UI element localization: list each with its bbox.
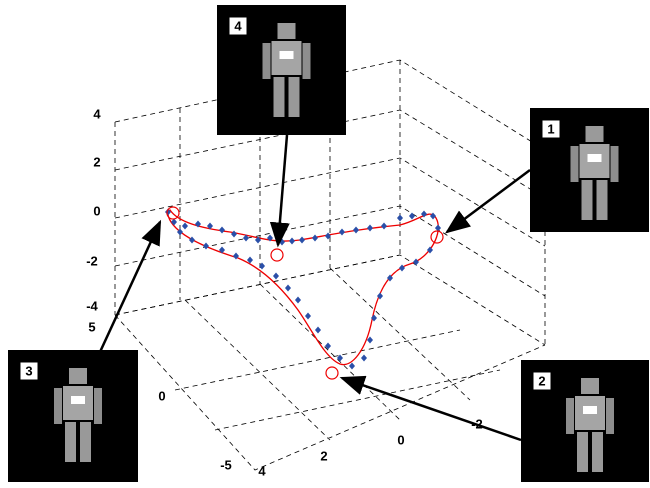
robot-head bbox=[278, 23, 296, 39]
y-tick-label: 5 bbox=[88, 319, 95, 334]
point bbox=[349, 363, 355, 370]
point bbox=[413, 259, 419, 266]
robot-arm bbox=[611, 146, 619, 182]
figure: 420-2-450-5420-2 1234 bbox=[0, 0, 650, 488]
robot-head bbox=[69, 368, 87, 384]
point bbox=[339, 229, 345, 236]
robot-leg bbox=[577, 432, 588, 472]
x-tick-label: 2 bbox=[320, 448, 327, 463]
arrow bbox=[100, 222, 160, 352]
point bbox=[171, 219, 177, 226]
robot-leg bbox=[592, 432, 603, 472]
robot-arm bbox=[263, 43, 271, 79]
point bbox=[289, 238, 295, 245]
point bbox=[231, 231, 237, 238]
point bbox=[435, 225, 441, 232]
point bbox=[361, 355, 367, 362]
arrow bbox=[278, 135, 287, 245]
robot-arm bbox=[566, 398, 574, 434]
robot-head bbox=[581, 378, 599, 394]
point bbox=[430, 213, 436, 220]
z-tick-label: 4 bbox=[93, 106, 101, 121]
z-tick-label: -4 bbox=[86, 298, 98, 313]
robot-leg bbox=[597, 180, 608, 220]
robot-arm bbox=[571, 146, 579, 182]
point bbox=[312, 235, 318, 242]
robot-panels: 1 2 3 4 bbox=[8, 5, 649, 482]
arrow bbox=[447, 170, 530, 232]
robot-leg bbox=[274, 77, 285, 117]
robot-chest bbox=[583, 406, 597, 414]
point bbox=[279, 239, 285, 246]
circle bbox=[271, 249, 283, 261]
x-tick-label: 4 bbox=[258, 463, 266, 478]
robot-chest bbox=[71, 396, 85, 404]
point bbox=[299, 237, 305, 244]
robot-leg bbox=[289, 77, 300, 117]
panel-label: 2 bbox=[538, 373, 545, 388]
z-tick-label: -2 bbox=[86, 253, 98, 268]
arrow bbox=[342, 378, 521, 440]
robot-panel: 3 bbox=[8, 350, 138, 482]
y-tick-label: -5 bbox=[220, 457, 232, 472]
robot-chest bbox=[280, 51, 294, 59]
y-tick-label: 0 bbox=[158, 388, 165, 403]
point bbox=[219, 227, 225, 234]
robot-chest bbox=[588, 154, 602, 162]
x-tick-label: 0 bbox=[397, 432, 404, 447]
point bbox=[367, 225, 373, 232]
panel-label: 1 bbox=[547, 121, 554, 136]
panel-label: 4 bbox=[234, 18, 242, 33]
point bbox=[381, 223, 387, 230]
point bbox=[397, 215, 403, 222]
z-tick-label: 2 bbox=[93, 154, 100, 169]
point bbox=[273, 273, 279, 280]
robot-leg bbox=[65, 422, 76, 462]
robot-arm bbox=[303, 43, 311, 79]
robot-head bbox=[586, 126, 604, 142]
point bbox=[315, 327, 321, 334]
robot-arm bbox=[606, 398, 614, 434]
circle bbox=[326, 367, 338, 379]
robot-panel: 4 bbox=[217, 5, 346, 135]
point bbox=[182, 223, 188, 230]
point bbox=[353, 227, 359, 234]
point bbox=[399, 265, 405, 272]
robot-arm bbox=[54, 388, 62, 424]
point bbox=[409, 213, 415, 220]
panel-label: 3 bbox=[25, 363, 32, 378]
point bbox=[305, 313, 311, 320]
trajectory-curve bbox=[168, 210, 438, 365]
point bbox=[367, 337, 373, 344]
robot-leg bbox=[80, 422, 91, 462]
robot-panel: 1 bbox=[530, 108, 649, 232]
robot-panel: 2 bbox=[521, 360, 649, 482]
point bbox=[285, 285, 291, 292]
highlight-circles bbox=[167, 207, 443, 379]
robot-leg bbox=[582, 180, 593, 220]
robot-arm bbox=[94, 388, 102, 424]
point bbox=[203, 243, 209, 250]
z-tick-label: 0 bbox=[93, 203, 100, 218]
point bbox=[295, 297, 301, 304]
point bbox=[189, 237, 195, 244]
